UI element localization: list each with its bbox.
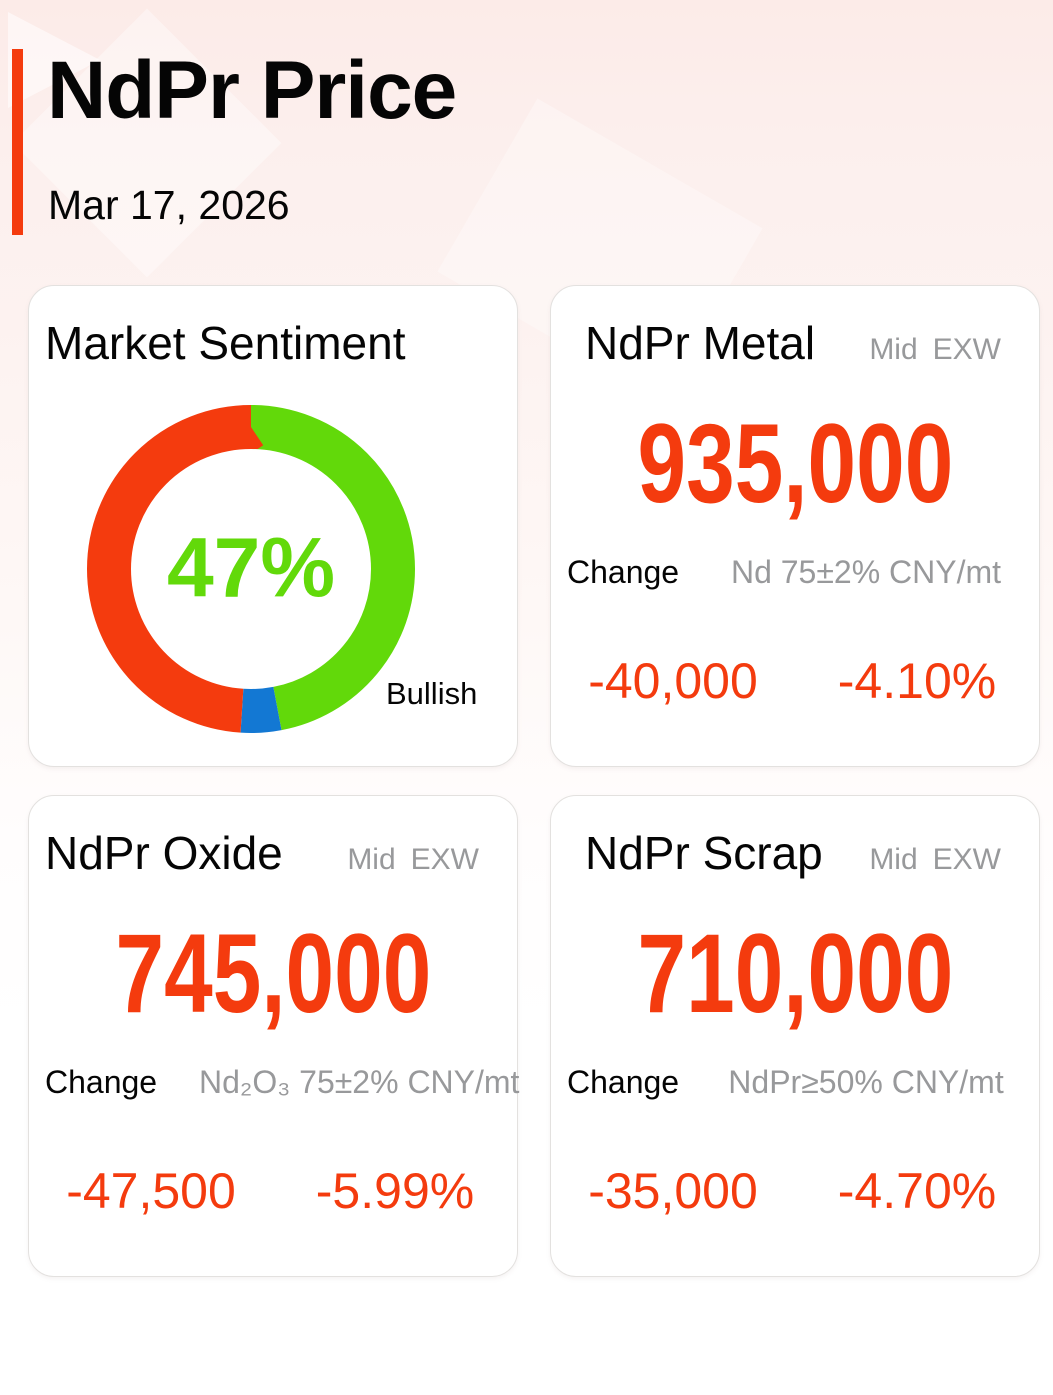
- change-values-row: -40,000 -4.10%: [551, 654, 1039, 709]
- donut-slice-unlabeled: [87, 405, 415, 733]
- donut-slice-unlabeled: [87, 405, 415, 733]
- oxide-card-title: NdPr Oxide: [45, 827, 283, 879]
- metal-spec-label: Nd 75±2% CNY/mt: [730, 554, 1002, 590]
- exw-tag: EXW: [932, 333, 1001, 366]
- page-title: NdPr Price: [47, 45, 457, 136]
- title-accent-bar: [12, 49, 23, 235]
- metal-card-title: NdPr Metal: [585, 317, 816, 369]
- mid-tag: Mid: [347, 843, 396, 876]
- mid-exw-tags: Mid EXW: [347, 843, 479, 877]
- scrap-card-title: NdPr Scrap: [585, 827, 823, 879]
- scrap-price-value: 710,000: [551, 918, 1039, 1030]
- card-header-row: NdPr Oxide Mid EXW: [45, 826, 479, 881]
- ndpr-metal-card: NdPr Metal Mid EXW 935,000 Change Nd 75±…: [550, 285, 1040, 767]
- metal-price-text: 935,000: [637, 401, 953, 526]
- oxide-spec-label: Nd₂O₃ 75±2% CNY/mt: [199, 1064, 520, 1100]
- oxide-price-text: 745,000: [115, 911, 431, 1036]
- mid-tag: Mid: [869, 333, 918, 366]
- exw-tag: EXW: [410, 843, 479, 876]
- card-header-row: NdPr Scrap Mid EXW: [585, 826, 1001, 881]
- oxide-change-percent: -5.99%: [315, 1163, 475, 1219]
- market-sentiment-card: Market Sentiment 47% Bullish: [28, 285, 518, 767]
- change-values-row: -47,500 -5.99%: [29, 1164, 517, 1219]
- mid-tag: Mid: [869, 843, 918, 876]
- change-values-row: -35,000 -4.70%: [551, 1164, 1039, 1219]
- scrap-change-percent: -4.70%: [837, 1163, 997, 1219]
- scrap-spec-label: NdPr≥50% CNY/mt: [728, 1064, 1004, 1100]
- sentiment-donut-chart: 47%: [84, 402, 418, 736]
- exw-tag: EXW: [932, 843, 1001, 876]
- oxide-change-value: -47,500: [66, 1163, 236, 1219]
- page-date: Mar 17, 2026: [48, 182, 290, 228]
- mid-exw-tags: Mid EXW: [869, 333, 1001, 367]
- metal-price-value: 935,000: [551, 408, 1039, 520]
- oxide-price-value: 745,000: [29, 918, 517, 1030]
- ndpr-oxide-card: NdPr Oxide Mid EXW 745,000 Change Nd₂O₃ …: [28, 795, 520, 1277]
- sentiment-legend-bullish: Bullish: [386, 676, 478, 711]
- sentiment-card-title: Market Sentiment: [45, 317, 406, 369]
- scrap-price-text: 710,000: [637, 911, 953, 1036]
- sentiment-percentage-value: 47%: [166, 520, 336, 615]
- ndpr-scrap-card: NdPr Scrap Mid EXW 710,000 Change NdPr≥5…: [550, 795, 1040, 1277]
- sentiment-donut-svg: [87, 405, 415, 733]
- change-label: Change: [567, 1064, 680, 1100]
- card-header-row: NdPr Metal Mid EXW: [585, 316, 1001, 371]
- mid-exw-tags: Mid EXW: [869, 843, 1001, 877]
- change-label: Change: [567, 554, 680, 590]
- change-label: Change: [45, 1064, 158, 1100]
- scrap-change-value: -35,000: [588, 1163, 758, 1219]
- metal-change-percent: -4.10%: [837, 653, 997, 709]
- metal-change-value: -40,000: [588, 653, 758, 709]
